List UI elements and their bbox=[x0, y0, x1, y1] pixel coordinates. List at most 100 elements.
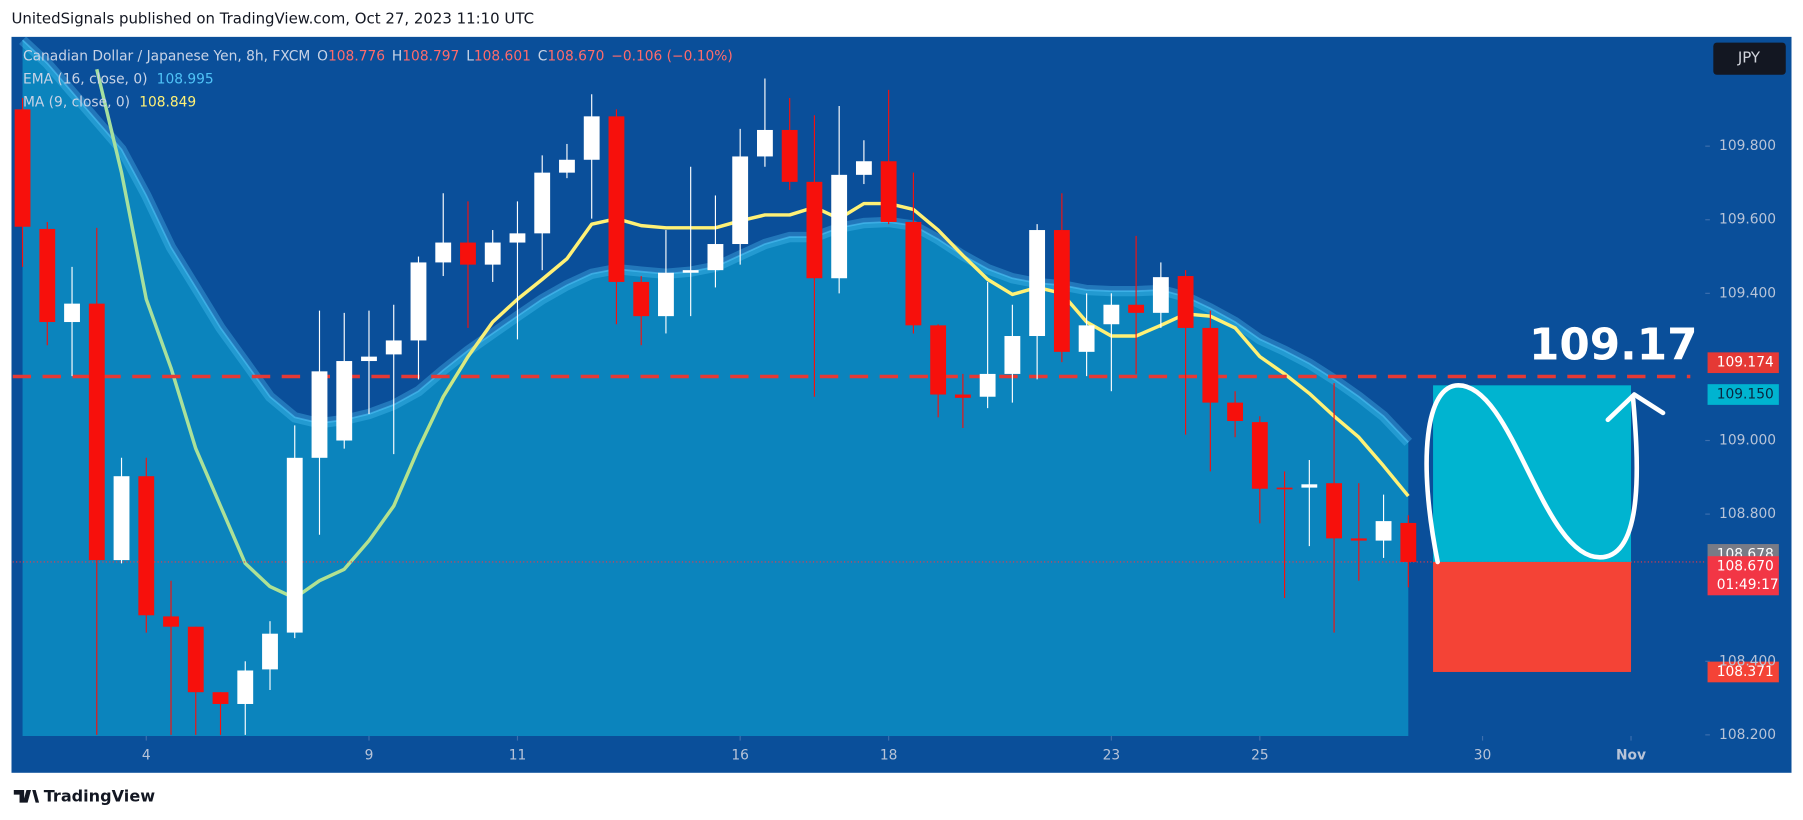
price-label-box bbox=[1707, 384, 1779, 405]
candle-body bbox=[286, 457, 303, 633]
candle-body bbox=[410, 262, 427, 341]
candle-body bbox=[1326, 483, 1342, 539]
candle-body bbox=[1152, 277, 1169, 313]
countdown: 01:49:17 bbox=[1717, 577, 1779, 593]
brand-logo: TradingView bbox=[13, 786, 156, 805]
candle-body bbox=[385, 340, 402, 355]
overlay: 109.17 109.174109.150108.678108.67001:49:… bbox=[23, 48, 1779, 683]
candle-body bbox=[212, 692, 229, 704]
candle-body bbox=[707, 244, 724, 271]
candle-body bbox=[732, 156, 749, 245]
x-tick-label: 23 bbox=[1103, 748, 1121, 764]
y-tick-label: 108.800 bbox=[1719, 506, 1776, 522]
candle-body bbox=[1276, 487, 1293, 490]
price-label: 108.371 bbox=[1717, 664, 1774, 680]
price-label: 109.150 bbox=[1717, 387, 1774, 403]
currency-label: JPY bbox=[1737, 49, 1761, 67]
candle-body bbox=[1053, 230, 1070, 352]
x-tick-label: 4 bbox=[142, 748, 151, 764]
candle-body bbox=[1029, 230, 1046, 337]
currency-button[interactable] bbox=[1713, 42, 1786, 75]
candle-body bbox=[534, 172, 551, 234]
price-label: 109.174 bbox=[1717, 355, 1774, 371]
legend-row: MA (9, close, 0) 108.849 bbox=[23, 94, 196, 110]
candle-body bbox=[806, 181, 823, 279]
candle-body bbox=[682, 270, 699, 273]
publish-info: UnitedSignals published on TradingView.c… bbox=[11, 10, 534, 28]
candle-body bbox=[460, 242, 476, 265]
drawn-arrow bbox=[1605, 392, 1666, 423]
x-tick-label: 9 bbox=[365, 748, 374, 764]
candle-body bbox=[311, 371, 328, 458]
x-tick-label: 18 bbox=[880, 748, 898, 764]
legend-item: 108.601 bbox=[474, 48, 531, 64]
legend-item: L bbox=[466, 48, 474, 64]
y-tick-label: 108.400 bbox=[1719, 653, 1776, 669]
x-tick-label: 16 bbox=[731, 748, 749, 764]
legend-item: 108.797 bbox=[402, 48, 459, 64]
candle-body bbox=[831, 174, 848, 279]
y-tick-label: 109.000 bbox=[1719, 433, 1776, 449]
candle-body bbox=[905, 221, 922, 326]
candle-body bbox=[262, 633, 278, 670]
candle-body bbox=[361, 356, 377, 362]
x-tick-label: 25 bbox=[1251, 748, 1269, 764]
target-zone bbox=[1433, 385, 1632, 562]
legend-row: EMA (16, close, 0) 108.995 bbox=[23, 71, 214, 87]
price-label-box bbox=[1707, 556, 1779, 596]
y-tick-label: 109.800 bbox=[1719, 138, 1776, 154]
annotation: 109.17 bbox=[1529, 320, 1698, 371]
candle-body bbox=[1301, 484, 1318, 488]
y-tick-label: 109.400 bbox=[1719, 285, 1776, 301]
candle-body bbox=[1078, 325, 1095, 352]
candle-body bbox=[336, 361, 353, 441]
legend-item: EMA (16, close, 0) bbox=[23, 71, 147, 87]
candle-body bbox=[39, 228, 56, 323]
candle-body bbox=[1177, 276, 1194, 328]
legend-item: H bbox=[392, 48, 402, 64]
candle-body bbox=[1350, 538, 1367, 541]
y-tick-label: 108.200 bbox=[1719, 727, 1776, 743]
candle-body bbox=[583, 116, 600, 160]
candle-body bbox=[64, 303, 80, 323]
candle-body bbox=[113, 476, 130, 561]
plot-area bbox=[12, 36, 1706, 736]
x-tick-label: 30 bbox=[1474, 748, 1492, 764]
legend-item: MA (9, close, 0) bbox=[23, 94, 130, 110]
candle-body bbox=[88, 303, 105, 561]
stop-zone bbox=[1433, 561, 1632, 672]
legend-item: −0.106 (−0.10%) bbox=[611, 48, 732, 64]
candle-body bbox=[658, 272, 674, 317]
candle-body bbox=[1103, 304, 1120, 325]
y-tick-label: 109.600 bbox=[1719, 212, 1776, 228]
brand-name: TradingView bbox=[44, 786, 156, 805]
candle-body bbox=[781, 129, 798, 182]
drawn-curve bbox=[1424, 383, 1640, 565]
candle-body bbox=[1004, 336, 1021, 374]
candle-body bbox=[14, 109, 31, 227]
candle-body bbox=[855, 161, 872, 175]
candle-body bbox=[880, 161, 897, 222]
legend-row: Canadian Dollar / Japanese Yen, 8h, FXCM… bbox=[23, 48, 733, 64]
legend-item: Canadian Dollar / Japanese Yen, 8h, FXCM bbox=[23, 48, 310, 64]
legend-item: 108.849 bbox=[139, 94, 196, 110]
x-tick-label: 11 bbox=[509, 748, 527, 764]
candle-body bbox=[633, 281, 650, 317]
candle-body bbox=[608, 116, 625, 282]
price-label-box bbox=[1707, 352, 1779, 374]
candle-body bbox=[509, 233, 526, 243]
price-label-box bbox=[1707, 661, 1779, 683]
candle-body bbox=[1202, 327, 1219, 403]
x-tick-label: Nov bbox=[1616, 748, 1646, 764]
candle-body bbox=[979, 373, 996, 397]
candle-body bbox=[1128, 304, 1145, 313]
candle-body bbox=[187, 626, 204, 693]
candle-body bbox=[559, 159, 575, 173]
candle-body bbox=[484, 242, 501, 265]
candle-body bbox=[435, 242, 452, 263]
candle-body bbox=[757, 129, 773, 157]
candle-body bbox=[138, 476, 155, 616]
legend-item: 108.776 bbox=[328, 48, 385, 64]
